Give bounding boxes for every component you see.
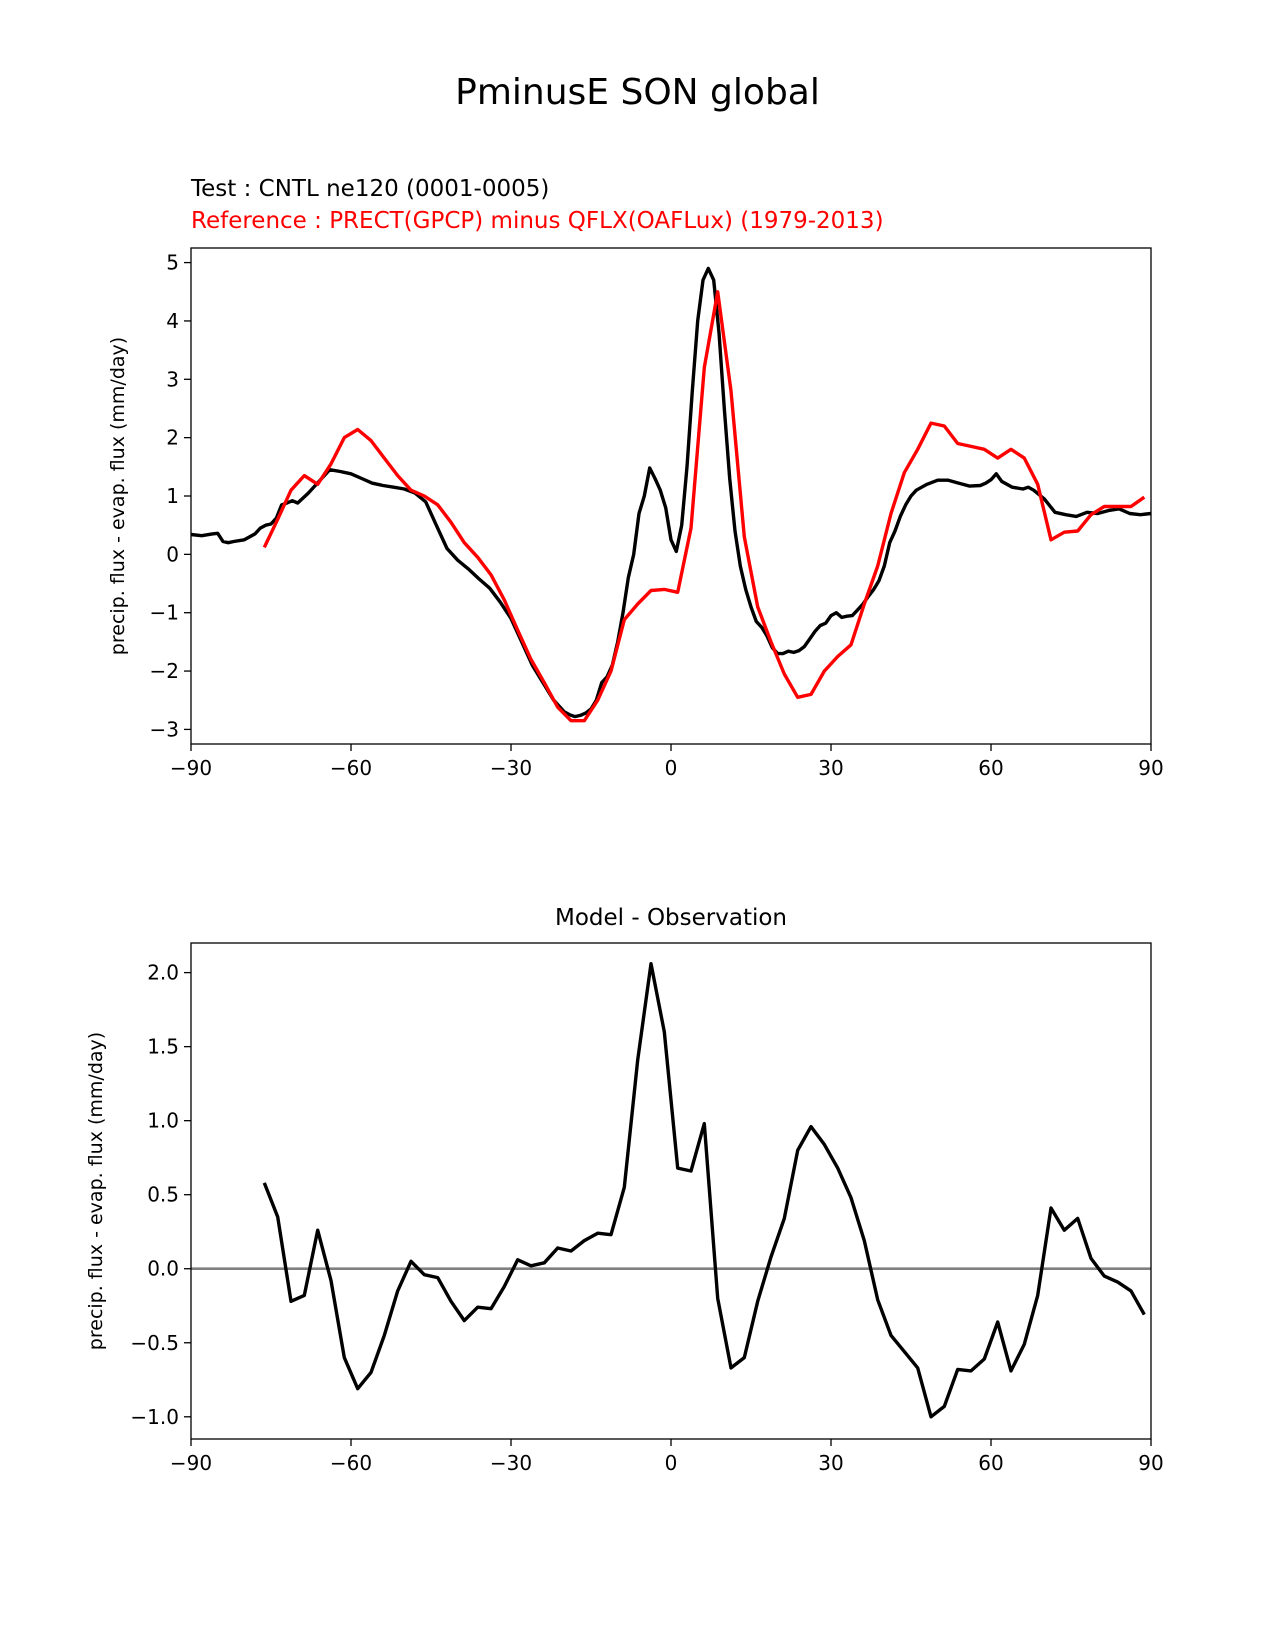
axes-frame [190,247,1152,745]
x-tick-label: 0 [665,756,678,780]
series-line-reference [262,290,1146,723]
x-tick-label: 0 [665,1451,678,1475]
difference-panel-title: Model - Observation [554,905,788,931]
x-tick-label: 90 [1138,1451,1163,1475]
x-tick-label: 60 [978,756,1003,780]
y-tick-label: 2 [166,426,179,450]
y-tick-label: 1.0 [147,1109,179,1133]
y-tick-label: −3 [150,717,179,741]
y-tick-label: 0.0 [147,1257,179,1281]
x-tick-label: 60 [978,1451,1003,1475]
y-tick-label: 0.5 [147,1183,179,1207]
x-tick-label: −90 [170,756,212,780]
x-tick-label: −90 [170,1451,212,1475]
x-tick-label: 90 [1138,756,1163,780]
series-line-difference [262,962,1146,1419]
y-tick-label: −2 [150,659,179,683]
y-axis-label: precip. flux - evap. flux (mm/day) [107,337,129,655]
reference-label: Reference : PRECT(GPCP) minus QFLX(OAFLu… [191,208,884,234]
x-tick-label: −30 [490,756,532,780]
top-panel: −90 −60 −30 0 30 60 90 −3 −2 −1 0 1 2 3 4 5 precip. flux… [107,247,1164,780]
y-tick-label: 2.0 [147,961,179,985]
test-label: Test : CNTL ne120 (0001-0005) [191,176,550,202]
x-tick-label: −60 [330,756,372,780]
x-tick-label: 30 [818,1451,843,1475]
y-axis-label: precip. flux - evap. flux (mm/day) [85,1032,107,1350]
y-tick-label: −0.5 [130,1331,179,1355]
difference-panel: −90 −60 −30 0 30 60 90 −1.0 −0.5 0.0 0.5 1.0 1.5 2.0 p… [85,942,1164,1475]
y-tick-label: 3 [166,367,179,391]
axes-frame [190,942,1152,1440]
series-line-test [190,266,1152,719]
y-tick-label: 1 [166,484,179,508]
y-tick-label: −1.0 [130,1405,179,1429]
y-tick-label: 4 [166,309,179,333]
y-tick-label: 5 [166,251,179,275]
y-tick-label: 1.5 [147,1035,179,1059]
x-tick-label: −30 [490,1451,532,1475]
figure-title: PminusE SON global [455,72,820,113]
y-tick-label: −1 [150,601,179,625]
y-tick-label: 0 [166,542,179,566]
x-tick-label: −60 [330,1451,372,1475]
x-tick-label: 30 [818,756,843,780]
